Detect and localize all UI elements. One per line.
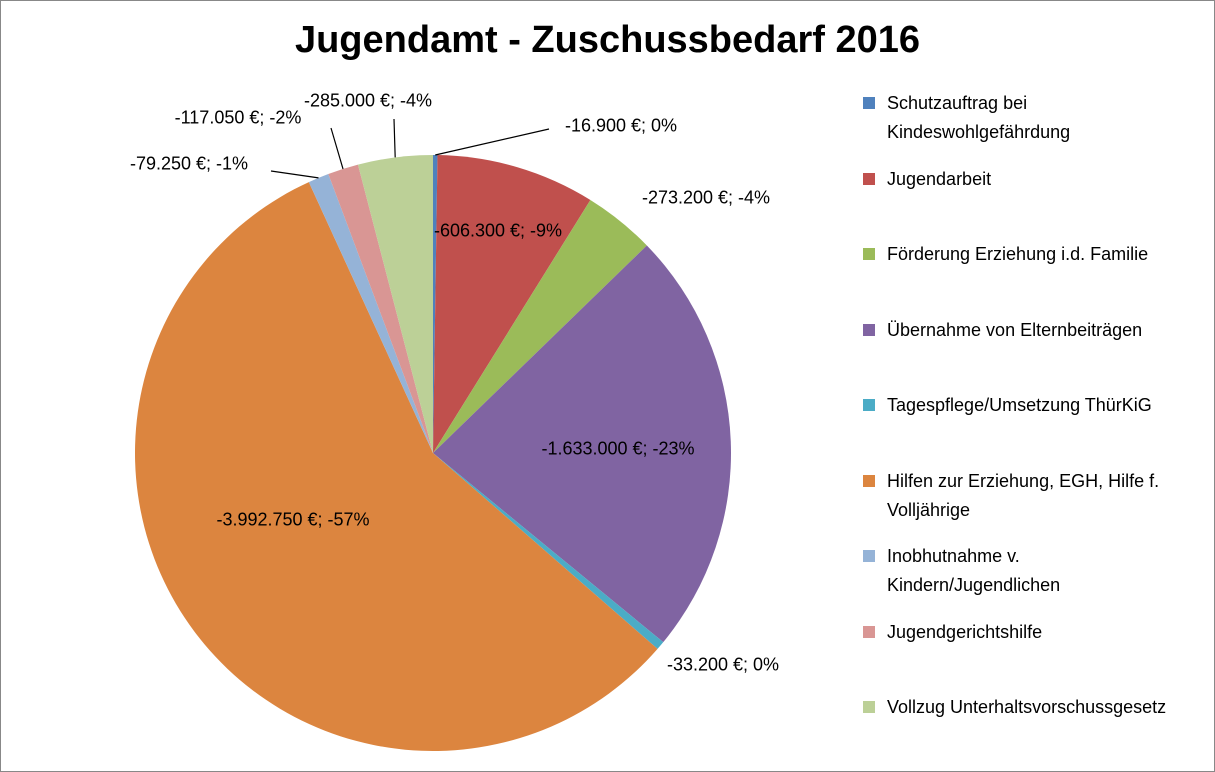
legend-label: Hilfen zur Erziehung, EGH, Hilfe f. Voll… bbox=[887, 470, 1160, 520]
legend-swatch bbox=[863, 474, 875, 487]
pie-slice bbox=[433, 245, 731, 643]
leader-line bbox=[270, 170, 319, 179]
legend-swatch bbox=[863, 97, 875, 109]
data-label: -16.900 €; 0% bbox=[564, 115, 678, 136]
pie-slice bbox=[328, 164, 433, 453]
legend-swatch bbox=[863, 248, 875, 260]
legend-label: Förderung Erziehung i.d. Familie bbox=[887, 244, 1149, 264]
data-label: -79.250 €; -1% bbox=[129, 153, 249, 174]
chart-title: Jugendamt - Zuschussbedarf 2016 bbox=[294, 19, 921, 61]
pie-slice bbox=[433, 155, 591, 453]
leader-line bbox=[330, 127, 344, 170]
legend-swatch bbox=[863, 625, 875, 638]
data-label: -3.992.750 €; -57% bbox=[216, 509, 370, 530]
leader-line bbox=[435, 128, 550, 156]
leader-line bbox=[393, 118, 396, 158]
data-label: -1.633.000 €; -23% bbox=[541, 438, 695, 459]
pie-slice bbox=[433, 155, 438, 453]
data-label: -606.300 €; -9% bbox=[433, 220, 563, 241]
legend-label: Vollzug Unterhaltsvorschussgesetz bbox=[887, 697, 1167, 717]
data-label: -117.050 €; -2% bbox=[174, 107, 302, 128]
data-label: -285.000 €; -4% bbox=[303, 90, 433, 111]
legend-swatch bbox=[863, 399, 875, 411]
legend-label: Tagespflege/Umsetzung ThürKiG bbox=[887, 395, 1152, 415]
pie-slice bbox=[433, 453, 664, 649]
legend-label: Schutzauftrag bei Kindeswohlgefährdung bbox=[887, 93, 1071, 142]
data-label: -33.200 €; 0% bbox=[666, 654, 780, 675]
legend-label: Übernahme von Elternbeiträgen bbox=[887, 319, 1143, 340]
legend-swatch bbox=[863, 701, 875, 713]
pie-slice bbox=[308, 173, 433, 453]
legend-swatch bbox=[863, 323, 875, 336]
legend-swatch bbox=[863, 550, 875, 562]
pie-slice bbox=[135, 182, 658, 751]
legend-swatch bbox=[863, 172, 875, 185]
data-label: -273.200 €; -4% bbox=[641, 187, 771, 208]
legend-label: Jugendgerichtshilfe bbox=[887, 621, 1043, 642]
legend-label: Inobhutnahme v. Kindern/Jugendlichen bbox=[887, 546, 1061, 595]
pie-slice bbox=[433, 199, 647, 453]
pie-slice bbox=[357, 155, 433, 453]
legend-label: Jugendarbeit bbox=[887, 168, 992, 189]
